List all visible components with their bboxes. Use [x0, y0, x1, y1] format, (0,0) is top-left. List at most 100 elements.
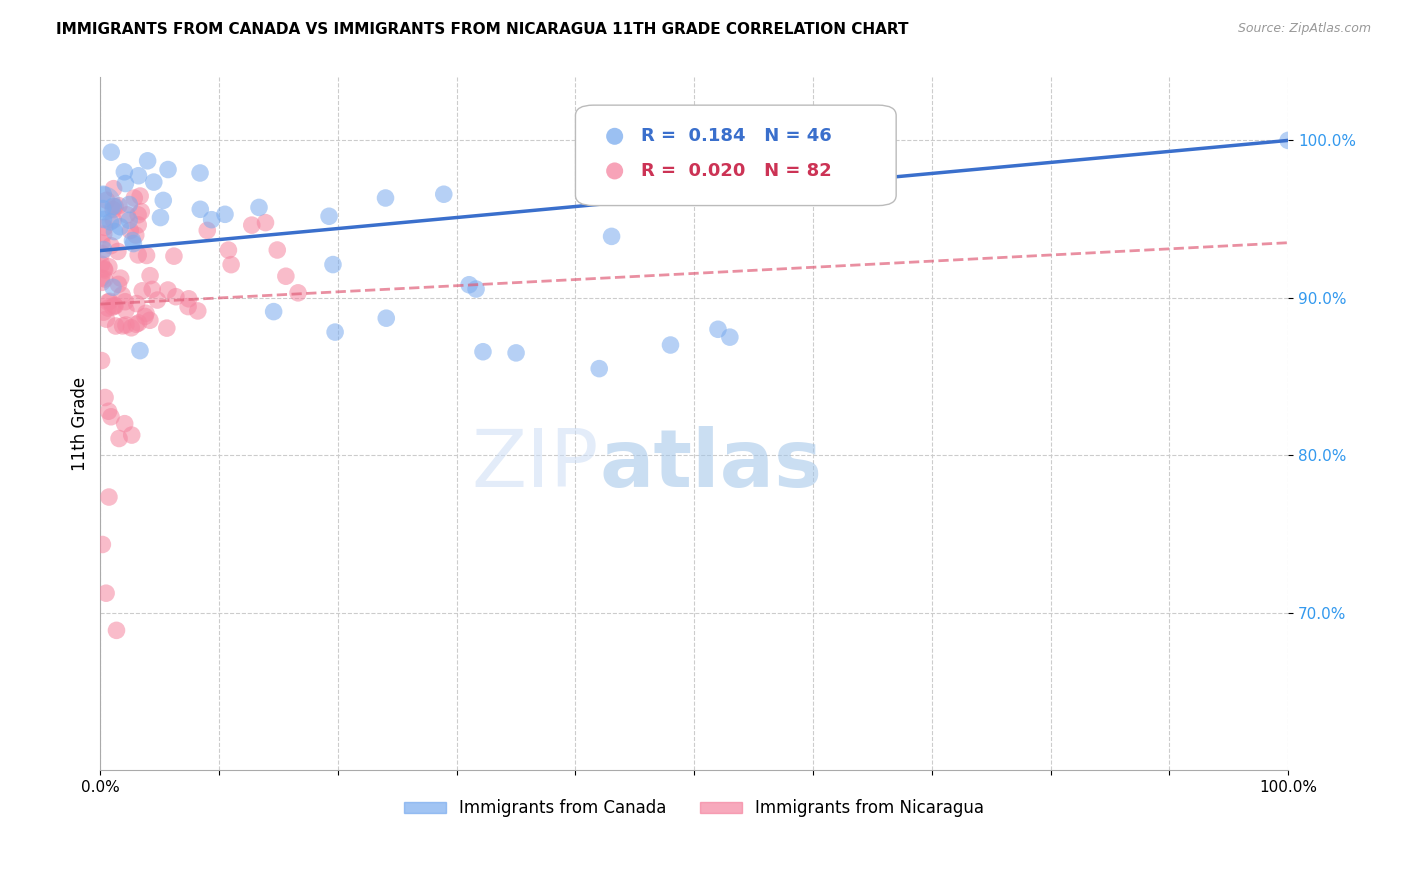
Point — [118, 197, 141, 211]
Point — [266, 243, 288, 257]
Point — [128, 169, 150, 183]
Point — [100, 409, 122, 424]
Point — [91, 202, 114, 216]
Point — [103, 298, 125, 312]
Point — [94, 272, 117, 286]
Point — [93, 227, 115, 241]
Point — [93, 196, 115, 211]
Point — [1277, 133, 1299, 147]
Text: atlas: atlas — [599, 426, 823, 504]
Point — [103, 199, 125, 213]
Point — [121, 428, 143, 442]
Point — [135, 306, 157, 320]
Point — [217, 243, 239, 257]
Point — [97, 490, 120, 504]
Point — [107, 244, 129, 259]
Point — [129, 343, 152, 358]
Point — [94, 263, 117, 277]
Legend: Immigrants from Canada, Immigrants from Nicaragua: Immigrants from Canada, Immigrants from … — [398, 793, 991, 824]
Point — [90, 271, 112, 285]
Point — [187, 304, 209, 318]
Point — [93, 261, 115, 276]
Point — [139, 313, 162, 327]
Point — [104, 200, 127, 214]
Point — [374, 191, 396, 205]
Point — [112, 165, 135, 179]
Point — [128, 316, 150, 330]
Point — [254, 216, 277, 230]
Point — [121, 234, 143, 248]
Point — [90, 257, 112, 271]
Text: IMMIGRANTS FROM CANADA VS IMMIGRANTS FROM NICARAGUA 11TH GRADE CORRELATION CHART: IMMIGRANTS FROM CANADA VS IMMIGRANTS FRO… — [56, 22, 908, 37]
Point — [287, 285, 309, 300]
Point — [98, 215, 121, 229]
Point — [188, 166, 211, 180]
Point — [90, 235, 112, 250]
Point — [101, 300, 124, 314]
FancyBboxPatch shape — [575, 105, 896, 205]
Point — [101, 280, 124, 294]
Point — [103, 182, 125, 196]
Point — [100, 238, 122, 252]
Point — [118, 213, 141, 227]
Point — [177, 300, 200, 314]
Point — [93, 212, 115, 227]
Point — [115, 208, 138, 222]
Point — [156, 321, 179, 335]
Point — [127, 208, 149, 222]
Point — [97, 301, 120, 315]
Point — [375, 311, 398, 326]
Point — [125, 318, 148, 332]
Point — [94, 586, 117, 600]
Point — [115, 318, 138, 332]
Point — [111, 318, 134, 333]
Point — [318, 209, 340, 223]
Point — [120, 320, 142, 334]
Point — [219, 258, 242, 272]
Point — [465, 282, 488, 296]
Point — [129, 189, 152, 203]
Point — [103, 213, 125, 227]
Point — [127, 248, 149, 262]
Point — [188, 202, 211, 217]
Point — [195, 223, 218, 237]
Point — [111, 288, 134, 302]
Point — [433, 187, 456, 202]
Point — [214, 207, 236, 221]
Point — [323, 325, 346, 339]
Point — [108, 432, 131, 446]
Text: R =  0.184   N = 46: R = 0.184 N = 46 — [641, 128, 831, 145]
Point — [114, 294, 136, 309]
Point — [156, 283, 179, 297]
Point — [105, 624, 128, 638]
Point — [274, 269, 297, 284]
Point — [103, 225, 125, 239]
Text: ZIP: ZIP — [472, 426, 599, 504]
Point — [136, 153, 159, 168]
Point — [94, 391, 117, 405]
Point — [114, 417, 136, 431]
Point — [104, 318, 127, 333]
Point — [134, 310, 156, 324]
Point — [115, 303, 138, 318]
Point — [107, 277, 129, 292]
Point — [125, 228, 148, 243]
Point — [135, 248, 157, 262]
Point — [110, 219, 132, 234]
Point — [588, 361, 610, 376]
Point — [263, 304, 285, 318]
Point — [141, 282, 163, 296]
Point — [90, 353, 112, 368]
Point — [472, 344, 495, 359]
Text: R =  0.020   N = 82: R = 0.020 N = 82 — [641, 162, 831, 180]
Point — [90, 246, 112, 260]
Point — [458, 277, 481, 292]
Point — [91, 276, 114, 290]
Point — [93, 220, 115, 235]
Y-axis label: 11th Grade: 11th Grade — [72, 376, 89, 471]
Point — [96, 312, 118, 326]
Point — [97, 404, 120, 418]
Point — [142, 175, 165, 189]
Point — [110, 271, 132, 285]
Point — [152, 194, 174, 208]
